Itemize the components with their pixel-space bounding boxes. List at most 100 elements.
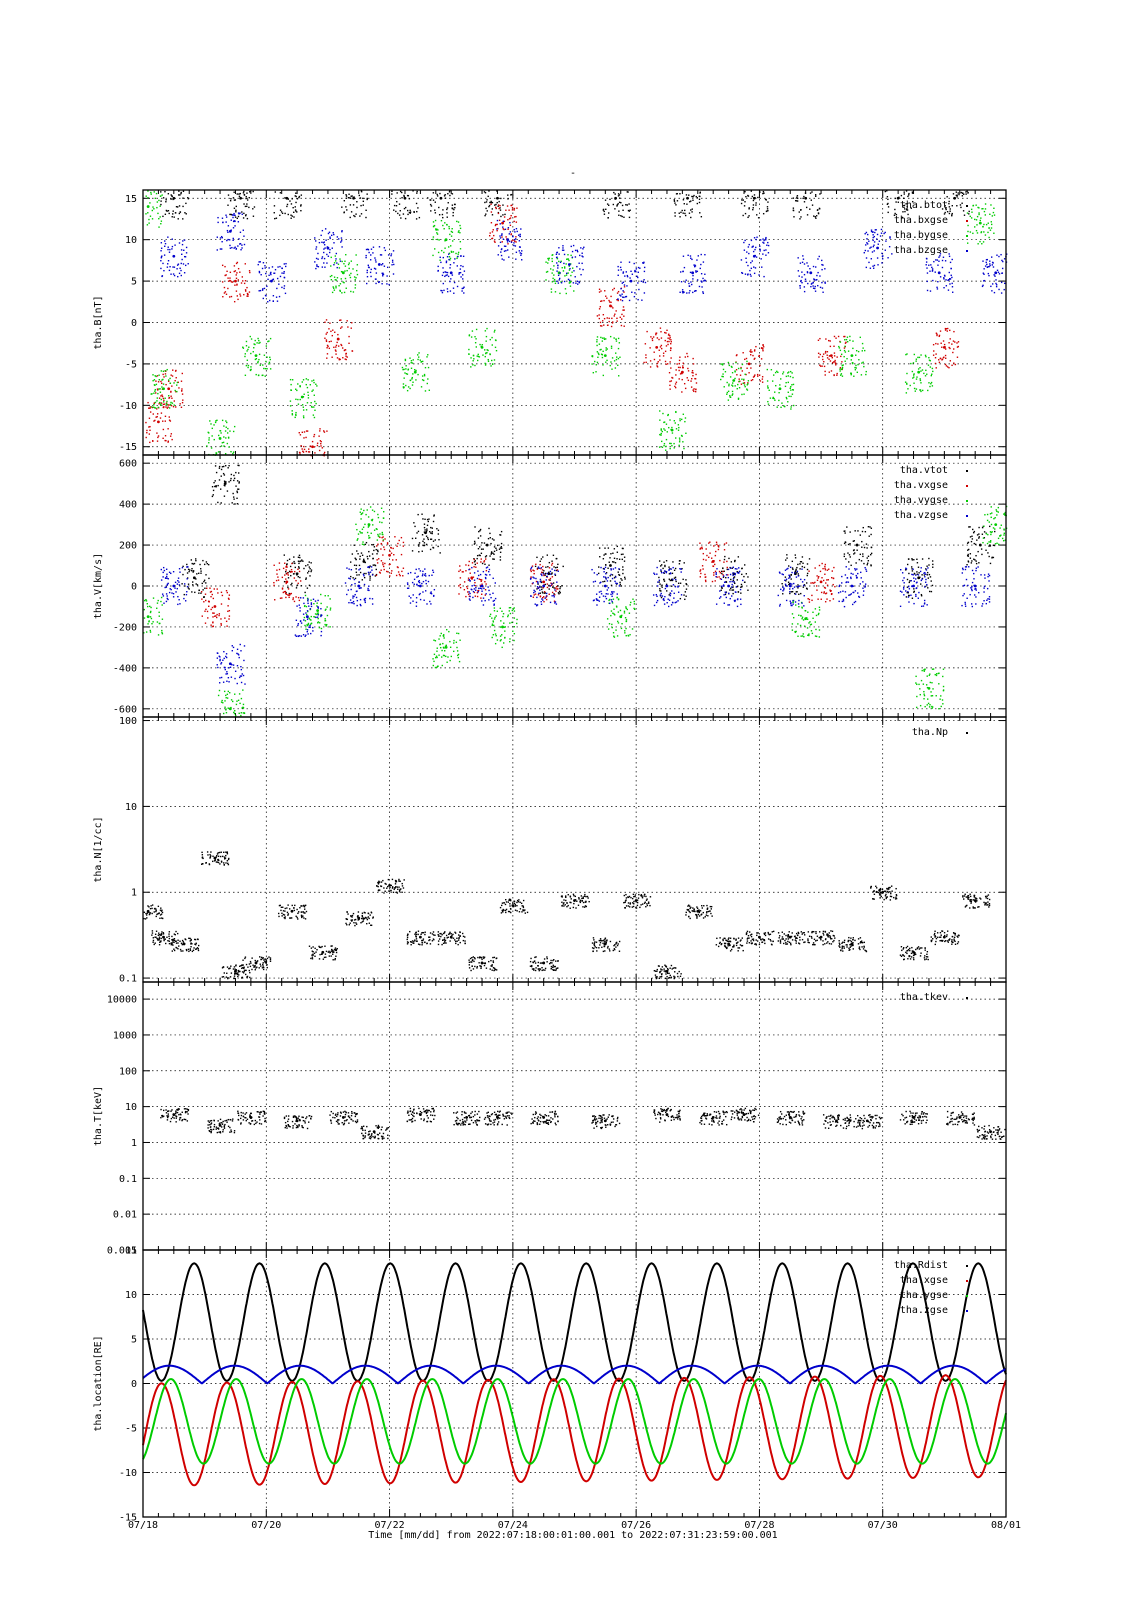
data-dot (674, 386, 677, 389)
data-dot (731, 394, 733, 396)
data-dot (614, 367, 617, 369)
data-dot (314, 613, 317, 615)
data-dot (552, 277, 554, 280)
data-dot (643, 270, 646, 273)
data-dot (151, 393, 153, 395)
data-dot (625, 271, 628, 273)
data-dot (992, 211, 995, 214)
data-dot (739, 374, 742, 376)
data-dot (600, 353, 603, 355)
data-point (336, 337, 340, 341)
data-dot (509, 231, 512, 233)
data-dot (605, 577, 607, 579)
data-dot (276, 300, 279, 302)
data-dot (987, 552, 989, 554)
data-dot (939, 276, 942, 278)
data-dot (609, 198, 611, 201)
data-dot (844, 342, 847, 344)
data-dot (596, 351, 599, 353)
data-dot (264, 267, 266, 269)
data-dot (558, 260, 560, 263)
data-dot (659, 410, 661, 412)
data-dot (484, 214, 486, 217)
data-dot (212, 494, 214, 496)
data-dot (615, 310, 617, 312)
data-dot (225, 274, 227, 276)
data-dot (306, 623, 308, 626)
data-dot (977, 206, 979, 209)
data-dot (824, 350, 827, 353)
data-dot (258, 339, 260, 342)
data-dot (366, 198, 368, 201)
data-dot (993, 544, 996, 547)
data-dot (252, 208, 254, 210)
data-dot (371, 519, 373, 522)
data-dot (162, 437, 164, 440)
data-dot (396, 200, 398, 203)
data-dot (824, 563, 827, 566)
data-dot (235, 209, 237, 212)
data-dot (227, 690, 230, 693)
data-dot (304, 591, 306, 594)
data-dot (151, 218, 154, 220)
data-dot (328, 251, 331, 254)
data-dot (802, 197, 804, 200)
data-dot (237, 464, 239, 467)
data-dot (558, 279, 561, 281)
data-dot (225, 216, 228, 218)
data-dot (766, 380, 769, 382)
data-dot (149, 631, 152, 633)
data-dot (298, 567, 300, 569)
data-dot (918, 577, 920, 579)
data-dot (243, 194, 246, 196)
data-dot (337, 238, 340, 240)
data-dot (491, 201, 494, 204)
data-dot (282, 567, 285, 570)
data-dot (501, 258, 503, 260)
data-dot (468, 353, 470, 355)
data-dot (495, 549, 498, 551)
data-dot (545, 261, 547, 263)
data-dot (340, 240, 343, 242)
data-dot (814, 581, 816, 584)
data-dot (690, 200, 692, 202)
data-dot (459, 577, 462, 579)
data-dot (823, 592, 825, 594)
data-dot (623, 291, 625, 293)
data-dot (228, 598, 230, 601)
data-dot (329, 248, 331, 251)
data-dot (744, 201, 746, 203)
data-dot (321, 256, 324, 258)
data-dot (158, 615, 160, 617)
data-dot (171, 375, 174, 377)
data-dot (621, 293, 623, 295)
data-dot (790, 574, 792, 576)
data-dot (424, 518, 426, 520)
data-dot (915, 358, 918, 360)
data-dot (949, 347, 951, 350)
data-dot (424, 529, 426, 531)
data-dot (829, 589, 831, 591)
data-dot (237, 488, 239, 490)
data-dot (568, 269, 571, 271)
data-dot (817, 598, 819, 600)
data-dot (221, 419, 224, 422)
data-dot (742, 214, 744, 217)
data-dot (185, 213, 187, 215)
data-dot (747, 216, 749, 219)
data-dot (772, 397, 774, 400)
data-dot (682, 270, 684, 273)
data-dot (227, 238, 229, 241)
data-dot (335, 353, 337, 355)
data-dot (723, 543, 726, 545)
data-dot (259, 364, 261, 366)
data-dot (415, 218, 418, 220)
data-dot (730, 587, 732, 590)
data-dot (618, 342, 621, 344)
data-dot (305, 436, 307, 439)
data-dot (901, 216, 904, 219)
data-dot (326, 253, 328, 256)
data-dot (156, 621, 159, 623)
data-dot (760, 358, 763, 360)
data-dot (224, 706, 226, 708)
